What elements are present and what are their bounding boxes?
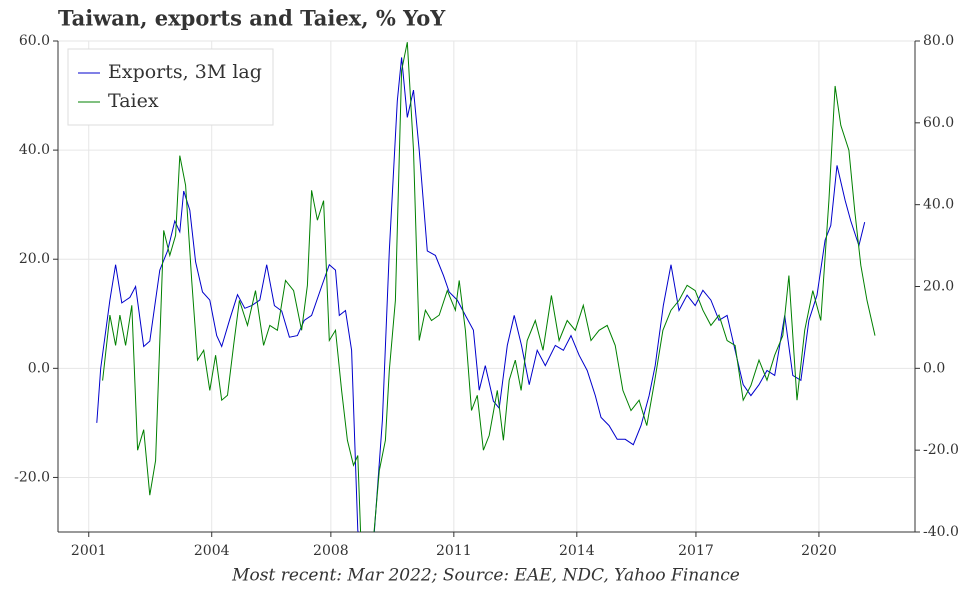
plot-area [96,42,876,532]
x-tick-label: 2011 [436,543,472,559]
source-note: Most recent: Mar 2022; Source: EAE, NDC,… [231,566,740,586]
legend-label: Exports, 3M lag [108,61,262,83]
y2-tick-label: 80.0 [923,33,954,49]
y-tick-label: 60.0 [19,33,50,49]
x-tick-label: 2017 [678,543,714,559]
x-tick-label: 2004 [194,543,230,559]
y-tick-label: 20.0 [19,251,50,267]
chart-title: Taiwan, exports and Taiex, % YoY [58,6,446,31]
y-tick-label: 0.0 [28,360,50,376]
y-tick-label: -20.0 [14,469,50,485]
y2-tick-label: 0.0 [923,360,945,376]
x-tick-label: 2014 [559,543,595,559]
legend-label: Taiex [108,90,159,112]
y2-tick-label: 60.0 [923,115,954,131]
series-line [102,42,876,532]
series-line [96,57,866,532]
y2-tick-label: -20.0 [923,442,959,458]
y-tick-label: 40.0 [19,142,50,158]
y2-tick-label: 40.0 [923,197,954,213]
y2-tick-label: -40.0 [923,524,959,540]
x-tick-label: 2020 [801,543,837,559]
legend-box [67,48,274,126]
x-tick-label: 2008 [313,543,349,559]
x-tick-label: 2001 [71,543,107,559]
y2-tick-label: 20.0 [923,279,954,295]
